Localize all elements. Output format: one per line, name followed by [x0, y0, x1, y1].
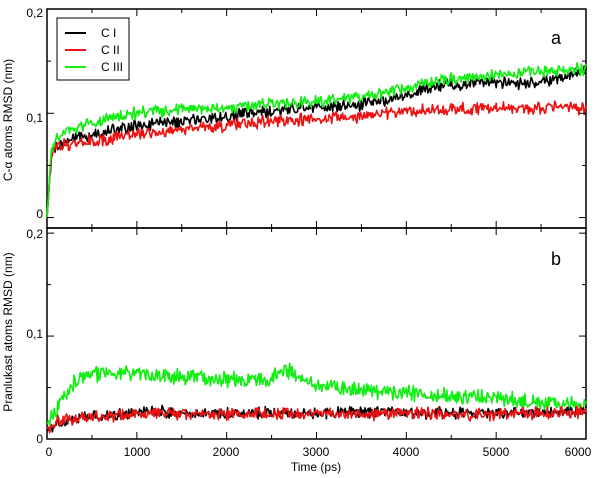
xtick-0: 0: [46, 445, 53, 459]
x-axis-label: Time (ps): [291, 460, 341, 474]
panel-b-series-c2: [46, 405, 587, 434]
xtick-4000: 4000: [393, 445, 420, 459]
xtick-1000: 1000: [124, 445, 151, 459]
legend-label-c3: C III: [101, 60, 123, 74]
panel-a-ytick-2: 0,2: [26, 6, 43, 20]
panel-b-ytick-0: 0: [36, 432, 43, 446]
panel-a-series-c3: [46, 62, 587, 218]
panel-b-series-c3: [46, 362, 587, 427]
panel-a-label: a: [551, 28, 562, 48]
panel-a-ytick-0: 0: [36, 207, 43, 221]
legend: C I C II C III: [56, 17, 130, 81]
panel-b-ytick-2: 0,2: [26, 227, 43, 241]
xtick-2000: 2000: [213, 445, 240, 459]
panel-a-ytick-1: 0,1: [26, 111, 43, 125]
legend-label-c2: C II: [101, 43, 120, 57]
panel-b: 0 0,1 0,2 Pranlukast atoms RMSD (nm) b T…: [1, 227, 592, 474]
panel-a-series-c2: [46, 100, 587, 218]
xtick-3000: 3000: [303, 445, 330, 459]
panel-b-ylabel: Pranlukast atoms RMSD (nm): [1, 252, 15, 411]
panel-a-series-c1: [46, 65, 587, 218]
panel-b-frame: [46, 227, 587, 440]
panel-a-ylabel: C-α atoms RMSD (nm): [1, 59, 15, 181]
panel-b-ytick-1: 0,1: [26, 327, 43, 341]
panel-b-label: b: [551, 249, 561, 269]
panel-a: 0 0,1 0,2 C-α atoms RMSD (nm) a C I C II…: [1, 6, 587, 229]
legend-label-c1: C I: [101, 26, 116, 40]
xtick-5000: 5000: [483, 445, 510, 459]
xtick-6000: 6000: [565, 445, 592, 459]
